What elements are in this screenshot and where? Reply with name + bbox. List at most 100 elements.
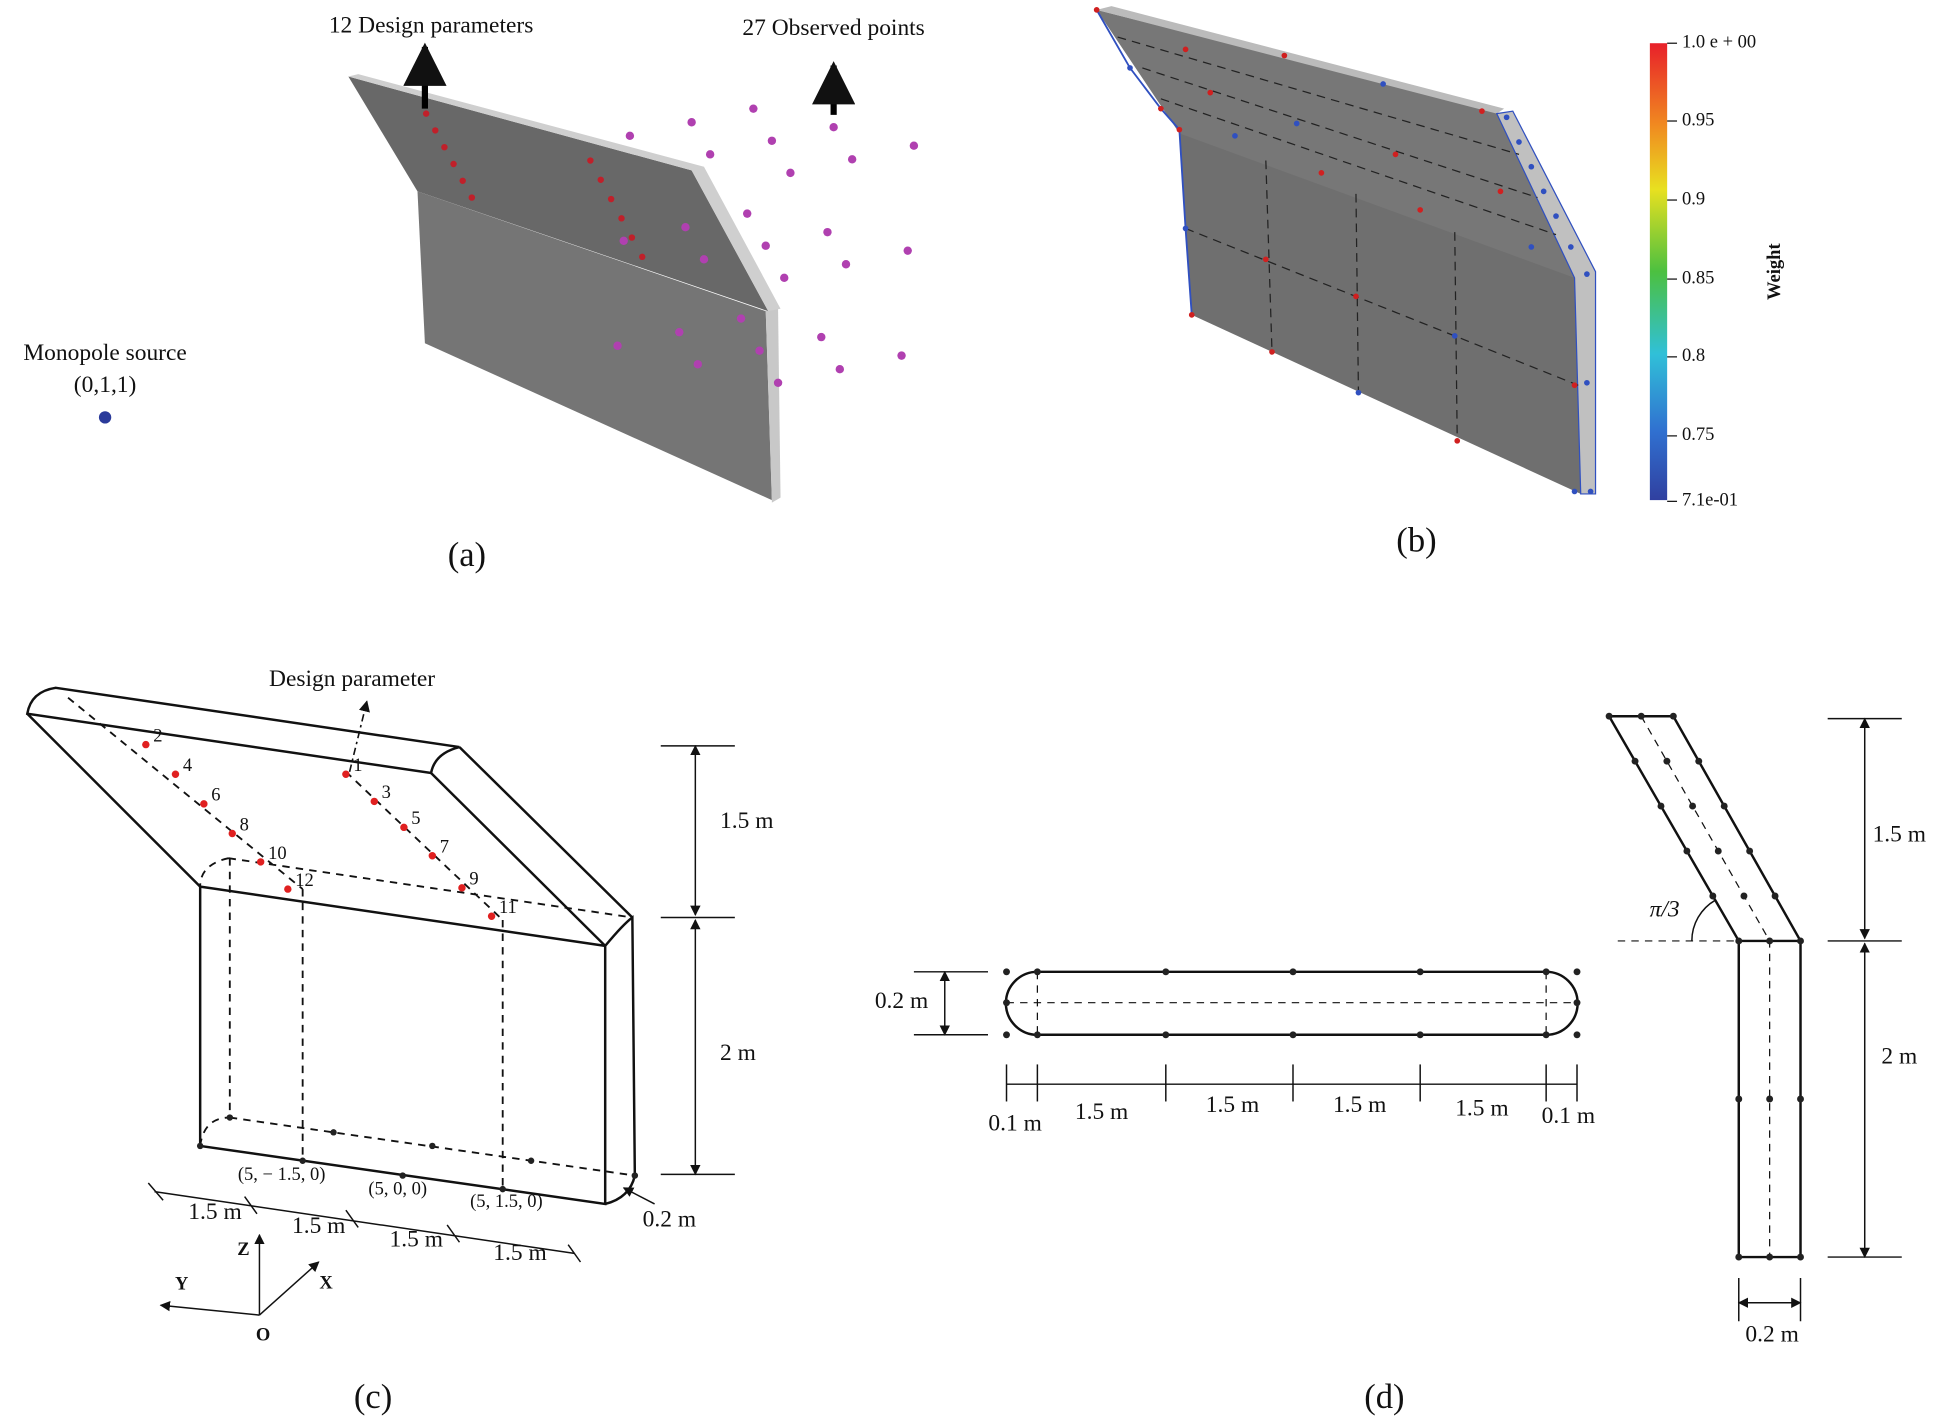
dimension: 0.1 m (1542, 1103, 1595, 1129)
design-point (618, 215, 625, 222)
hidden-lines (67, 696, 635, 1190)
dimension: 1.5 m (1873, 821, 1926, 847)
node (1289, 1031, 1297, 1039)
observed-point (625, 131, 635, 141)
node (226, 1114, 234, 1121)
node (1003, 1031, 1010, 1039)
node (1735, 1095, 1743, 1103)
colorbar (1649, 43, 1668, 501)
arrow (348, 700, 370, 772)
observed-point (897, 351, 906, 360)
side-edge (1495, 110, 1597, 495)
design-point (639, 253, 646, 261)
side-view (1606, 714, 1802, 1259)
node (429, 1142, 436, 1150)
control-point (1584, 271, 1590, 277)
parameter-point (370, 797, 378, 806)
observed-point (786, 168, 795, 178)
design-points (422, 110, 646, 261)
node (1573, 1031, 1581, 1039)
design-point (607, 195, 615, 203)
design-point (432, 127, 439, 134)
wall-outline (198, 886, 637, 1206)
parameter-point (487, 912, 496, 920)
design-point (597, 176, 604, 184)
plate-edge (1096, 6, 1505, 114)
control-point (1232, 132, 1238, 139)
node (1033, 1031, 1041, 1039)
colorbar-tick-label: 0.9 (1682, 188, 1705, 209)
parameter-number: 2 (153, 725, 162, 746)
observed-point (835, 365, 845, 374)
node (1416, 1031, 1424, 1039)
node (1416, 968, 1424, 976)
design-point (441, 143, 448, 151)
angle-label: π/3 (1650, 897, 1680, 923)
observed-point (619, 236, 628, 245)
node (1003, 999, 1010, 1007)
colorbar-tick-label: 0.85 (1682, 267, 1714, 288)
observed-point (693, 360, 703, 369)
dimension: 0.1 m (988, 1110, 1041, 1136)
panel-label: (c) (354, 1378, 392, 1416)
colorbar-tick-label: 0.75 (1682, 424, 1714, 445)
parameter-point (428, 852, 437, 860)
node (1289, 968, 1297, 976)
control-point (1417, 207, 1424, 213)
observed-point (903, 246, 912, 255)
control-point (1451, 333, 1458, 339)
dimension: 1.5 m (493, 1240, 546, 1266)
parameter-point (284, 885, 292, 893)
wall-edge (765, 308, 781, 503)
observed-point (743, 209, 752, 218)
annotation: 12 Design parameters (329, 13, 534, 39)
node (1797, 1253, 1804, 1261)
axis-label: Y (175, 1274, 189, 1295)
node (1714, 847, 1722, 855)
observed-point (773, 378, 783, 387)
node (1573, 968, 1581, 976)
colorbar-tick-label: 0.8 (1682, 345, 1705, 366)
plate-top-edge (25, 686, 460, 775)
wall (417, 191, 772, 501)
node (1669, 712, 1677, 720)
node (1720, 802, 1728, 810)
dimension: 1.5 m (292, 1213, 345, 1239)
observed-point (829, 122, 838, 132)
control-point (1584, 379, 1590, 386)
annotation: (0,1,1) (74, 372, 137, 398)
control-point (1567, 244, 1574, 250)
node (1033, 968, 1041, 976)
node (1573, 999, 1581, 1007)
control-point (1353, 293, 1359, 300)
node (1797, 1095, 1804, 1103)
node (1766, 1253, 1774, 1261)
node (1663, 757, 1671, 765)
control-point (1262, 256, 1269, 263)
dimension: 0.2 m (1745, 1321, 1798, 1347)
control-point (1176, 126, 1183, 133)
node (631, 1172, 639, 1179)
control-point (1497, 188, 1504, 195)
node (399, 1172, 406, 1179)
coordinate-axes (159, 1233, 320, 1316)
panel-b: 1.0 e + 00 0.95 0.9 0.85 0.8 0.75 7.1e-01 Weig… (1093, 6, 1785, 559)
panel-label: (d) (1364, 1378, 1404, 1416)
control-point (1587, 488, 1594, 495)
observed-point (909, 141, 919, 150)
top-plate (1096, 9, 1594, 278)
parameter-number: 9 (469, 869, 478, 890)
colorbar-title: Weight (1764, 243, 1785, 300)
design-point (422, 110, 430, 117)
axis-label: X (319, 1272, 333, 1293)
design-point (587, 157, 594, 164)
control-point (1479, 108, 1485, 114)
node (1735, 937, 1743, 945)
dimension: 1.5 m (390, 1226, 443, 1252)
parameter-number: 3 (382, 782, 391, 803)
parameter-point (228, 829, 236, 838)
node (1797, 937, 1804, 945)
parameter-number: 1 (353, 755, 362, 776)
